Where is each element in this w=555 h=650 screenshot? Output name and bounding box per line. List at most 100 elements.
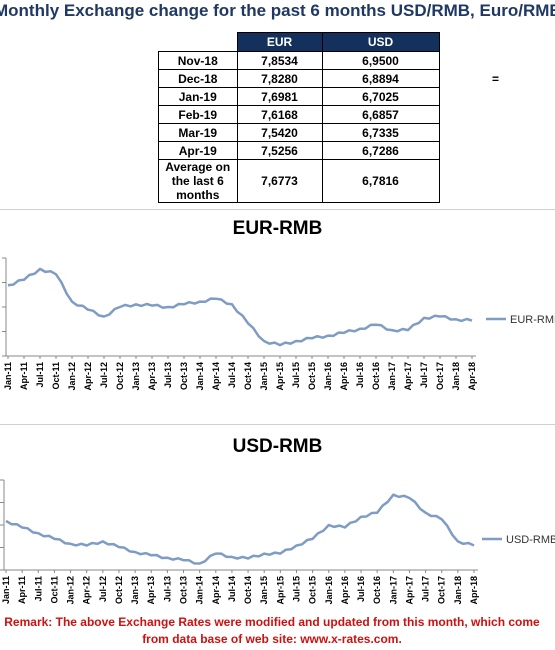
x-tick-label: Jan-13 — [130, 576, 140, 605]
table-average-row: Average on the last 6 months 7,6773 6,78… — [158, 159, 440, 203]
series-line — [5, 493, 475, 565]
x-tick-label: Oct-12 — [115, 362, 125, 390]
eur-value: 7,5256 — [236, 141, 323, 160]
average-usd-value: 6,7816 — [321, 159, 440, 203]
x-tick-label: Jan-18 — [451, 362, 461, 391]
x-tick-label: Apr-14 — [211, 362, 221, 391]
x-tick-label: Oct-15 — [307, 362, 317, 390]
legend-label: EUR-RMB — [510, 314, 555, 326]
x-tick-label: Oct-15 — [308, 576, 318, 604]
table-row: Feb-19 7,6168 6,6857 — [158, 105, 440, 124]
x-tick-label: Jul-11 — [35, 362, 45, 388]
usd-rmb-chart: Jan-11 Apr-11 Jul-11 Oct-11 Jan-12 Apr-12 Jul-… — [0, 479, 555, 605]
x-tick-label: Apr-12 — [83, 362, 93, 391]
x-tick-label: Oct-11 — [51, 362, 61, 390]
average-label-line: the last 6 — [171, 174, 224, 188]
x-tick-label: Jul-16 — [355, 362, 365, 388]
x-tick-label: Jan-11 — [3, 362, 13, 390]
remark-line: from data base of web site: www.x-rates.… — [142, 632, 402, 646]
x-tick-label: Jul-13 — [163, 362, 173, 388]
chart-divider — [0, 424, 555, 425]
x-tick-label: Jan-15 — [259, 362, 269, 391]
table-corner-cell — [158, 32, 238, 52]
x-tick-label: Jan-12 — [66, 576, 76, 605]
x-tick-label: Oct-17 — [437, 576, 447, 604]
average-label: Average on the last 6 months — [158, 159, 238, 203]
x-tick-label: Jul-15 — [291, 362, 301, 388]
x-tick-label: Jul-17 — [421, 576, 431, 602]
x-tick-label: Apr-13 — [146, 576, 156, 605]
row-label: Apr-19 — [158, 141, 238, 160]
x-tick-label: Jan-16 — [323, 362, 333, 391]
x-tick-label: Jan-18 — [453, 576, 463, 605]
x-tick-label: Jan-15 — [259, 576, 269, 605]
row-label: Dec-18 — [158, 69, 238, 88]
x-tick-label: Jan-12 — [67, 362, 77, 391]
x-tick-label: Apr-11 — [17, 576, 27, 604]
usd-value: 6,7335 — [321, 123, 440, 142]
x-tick-label: Oct-13 — [179, 576, 189, 604]
row-label: Mar-19 — [158, 123, 238, 142]
eur-rmb-chart: Jan-11 Apr-11 Jul-11 Oct-11 Jan-12 Apr-12 Jul-… — [2, 257, 555, 391]
eur-value: 7,8280 — [236, 69, 323, 88]
table-header-row: EUR USD — [158, 32, 440, 52]
x-tick-label: Jan-11 — [1, 576, 11, 604]
remark-line: Remark: The above Exchange Rates were mo… — [4, 615, 540, 629]
x-tick-label: Apr-15 — [275, 362, 285, 391]
x-tick-label: Oct-13 — [179, 362, 189, 390]
remark-text: Remark: The above Exchange Rates were mo… — [0, 614, 555, 648]
x-tick-label: Apr-11 — [19, 362, 29, 390]
table-row: Dec-18 7,8280 6,8894 — [158, 69, 440, 88]
x-tick-label: Jul-11 — [33, 576, 43, 602]
x-tick-label: Jan-16 — [324, 576, 334, 605]
x-tick-label: Apr-17 — [403, 362, 413, 391]
usd-value: 6,9500 — [321, 51, 440, 70]
x-tick-label: Jul-14 — [227, 576, 237, 602]
exchange-rate-table: EUR USD Nov-18 7,8534 6,9500 Dec-18 7,82… — [158, 32, 440, 203]
x-tick-label: Apr-18 — [467, 362, 477, 391]
usd-value: 6,8894 — [321, 69, 440, 88]
x-tick-label: Jul-17 — [419, 362, 429, 388]
x-tick-label: Apr-12 — [82, 576, 92, 605]
column-header-usd: USD — [321, 32, 440, 52]
x-tick-label: Apr-18 — [469, 576, 479, 605]
x-tick-label: Apr-16 — [340, 576, 350, 605]
x-tick-label: Jan-13 — [131, 362, 141, 391]
x-tick-label: Apr-13 — [147, 362, 157, 391]
chart-title-usd: USD-RMB — [232, 436, 323, 457]
x-tick-label: Apr-16 — [339, 362, 349, 391]
x-tick-label: Oct-11 — [49, 576, 59, 604]
table-row: Apr-19 7,5256 6,7286 — [158, 141, 440, 160]
x-tick-label: Apr-15 — [275, 576, 285, 605]
x-tick-label: Jan-14 — [195, 362, 205, 391]
row-label: Feb-19 — [158, 105, 238, 124]
usd-value: 6,7025 — [321, 87, 440, 106]
table-row: Jan-19 7,6981 6,7025 — [158, 87, 440, 106]
column-header-eur: EUR — [236, 32, 323, 52]
table-row: Nov-18 7,8534 6,9500 — [158, 51, 440, 70]
series-line — [7, 267, 473, 347]
x-tick-label: Jul-14 — [227, 362, 237, 388]
side-symbol: = — [492, 72, 500, 86]
row-label: Jan-19 — [158, 87, 238, 106]
legend-label: USD-RMB — [506, 534, 555, 546]
table-row: Mar-19 7,5420 6,7335 — [158, 123, 440, 142]
usd-value: 6,7286 — [321, 141, 440, 160]
x-tick-label: Oct-14 — [243, 362, 253, 390]
x-tick-label: Jan-14 — [195, 576, 205, 605]
eur-value: 7,8534 — [236, 51, 323, 70]
x-tick-label: Jul-13 — [162, 576, 172, 602]
usd-value: 6,6857 — [321, 105, 440, 124]
x-tick-label: Oct-16 — [371, 362, 381, 390]
page-title: Monthly Exchange change for the past 6 m… — [0, 1, 555, 20]
x-tick-label: Apr-14 — [211, 576, 221, 605]
eur-value: 7,5420 — [236, 123, 323, 142]
x-tick-label: Oct-14 — [243, 576, 253, 604]
chart-divider — [0, 209, 555, 210]
chart-title-eur: EUR-RMB — [232, 218, 323, 239]
x-tick-label: Oct-17 — [435, 362, 445, 390]
x-tick-label: Jul-15 — [291, 576, 301, 602]
eur-value: 7,6168 — [236, 105, 323, 124]
x-tick-label: Oct-12 — [114, 576, 124, 604]
x-tick-label: Jul-16 — [356, 576, 366, 602]
